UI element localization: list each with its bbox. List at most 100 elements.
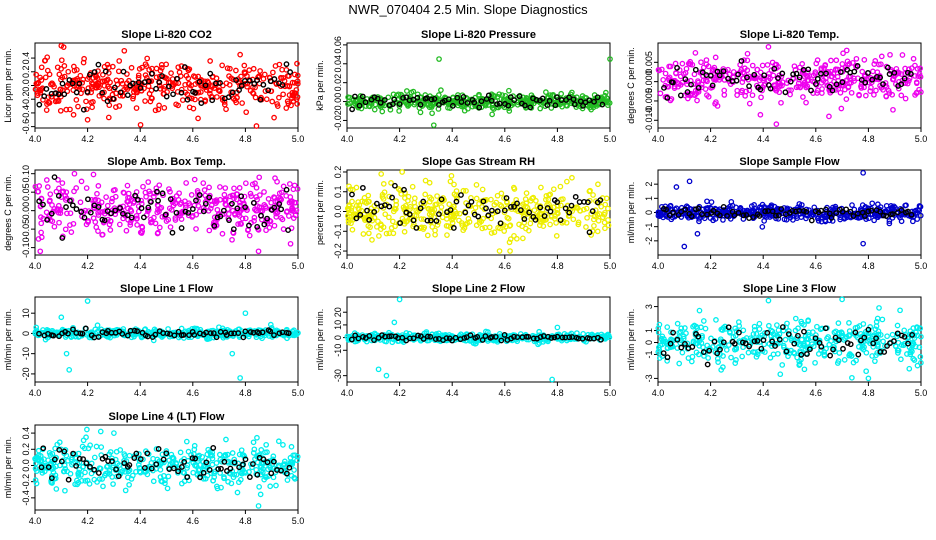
y-tick-label: 0.0: [333, 205, 343, 218]
data-point: [179, 97, 186, 103]
reference-point: [449, 102, 456, 109]
data-point: [451, 191, 458, 198]
data-point: [592, 213, 598, 220]
x-tick-label: 4.4: [134, 516, 147, 526]
data-point: [569, 174, 575, 181]
reference-point: [414, 94, 421, 101]
data-point: [226, 73, 232, 79]
data-point: [383, 230, 390, 237]
data-point: [38, 64, 45, 71]
data-point: [721, 87, 728, 94]
data-point: [104, 202, 111, 209]
data-point: [58, 57, 65, 64]
data-point: [294, 72, 301, 79]
data-point: [38, 229, 44, 236]
data-point: [380, 181, 387, 187]
data-point: [43, 177, 50, 183]
x-tick-label: 5.0: [604, 134, 617, 144]
reference-point: [154, 188, 160, 195]
reference-point: [501, 207, 508, 214]
data-point: [750, 75, 757, 81]
data-point: [739, 353, 746, 360]
reference-point: [521, 216, 528, 222]
reference-point: [246, 77, 253, 84]
data-point: [35, 236, 42, 242]
outlier-point: [378, 171, 385, 177]
data-point: [519, 223, 525, 230]
data-point: [495, 224, 501, 231]
reference-point: [392, 182, 398, 189]
data-point: [549, 92, 556, 99]
data-point: [822, 62, 829, 68]
reference-point: [661, 84, 667, 91]
reference-point: [403, 94, 410, 101]
data-point: [727, 203, 733, 210]
reference-point: [202, 200, 209, 207]
data-point: [741, 57, 747, 63]
reference-point: [162, 211, 169, 218]
chart-title: Slope Li-820 Pressure: [421, 29, 536, 41]
y-tick-label: 1: [644, 196, 654, 201]
reference-point: [833, 81, 840, 88]
outlier-point: [496, 248, 503, 254]
x-tick-label: 4.4: [446, 388, 459, 398]
data-point: [796, 64, 803, 71]
reference-point: [257, 96, 264, 103]
data-point: [34, 90, 41, 96]
outlier-point: [826, 113, 832, 120]
data-point: [367, 224, 373, 231]
chart-title: Slope Line 1 Flow: [120, 283, 213, 295]
y-tick-label: -2: [644, 237, 654, 245]
data-point: [361, 199, 368, 205]
data-point: [345, 101, 351, 107]
data-point: [862, 92, 869, 99]
data-point: [286, 92, 293, 98]
reference-point: [163, 93, 170, 100]
data-point: [664, 324, 671, 330]
data-point: [221, 197, 228, 203]
data-point: [216, 451, 223, 458]
data-point: [411, 195, 418, 202]
data-point: [872, 358, 878, 365]
reference-point: [854, 63, 861, 69]
reference-point: [135, 196, 141, 203]
outlier-point: [673, 184, 680, 190]
data-point: [62, 226, 69, 233]
reference-point: [148, 70, 155, 77]
data-point: [704, 198, 710, 205]
data-point: [156, 224, 163, 231]
data-point: [420, 226, 427, 232]
reference-point: [670, 79, 676, 86]
reference-point: [254, 77, 260, 84]
data-point: [476, 91, 482, 98]
data-points: [655, 169, 924, 250]
y-tick-label: 0.04: [333, 55, 343, 73]
data-point: [915, 73, 922, 80]
reference-point: [552, 102, 559, 109]
reference-point: [465, 202, 472, 209]
data-point: [754, 66, 761, 73]
data-point: [796, 201, 803, 207]
data-point: [866, 79, 872, 86]
data-point: [540, 223, 547, 230]
x-tick-label: 4.6: [810, 388, 823, 398]
data-point: [286, 181, 293, 187]
data-point: [473, 195, 480, 202]
data-point: [757, 204, 763, 210]
data-point: [564, 178, 570, 185]
data-point: [696, 307, 703, 314]
data-point: [290, 215, 297, 221]
data-point: [385, 94, 392, 101]
reference-point: [566, 209, 573, 216]
data-point: [416, 105, 423, 111]
data-point: [247, 87, 254, 94]
data-point: [209, 94, 216, 100]
data-point: [236, 185, 243, 191]
data-point: [241, 62, 248, 69]
data-point: [251, 214, 258, 221]
reference-point: [234, 205, 241, 212]
data-point: [465, 215, 472, 222]
data-point: [294, 60, 300, 67]
data-point: [167, 224, 174, 230]
data-point: [536, 222, 543, 229]
